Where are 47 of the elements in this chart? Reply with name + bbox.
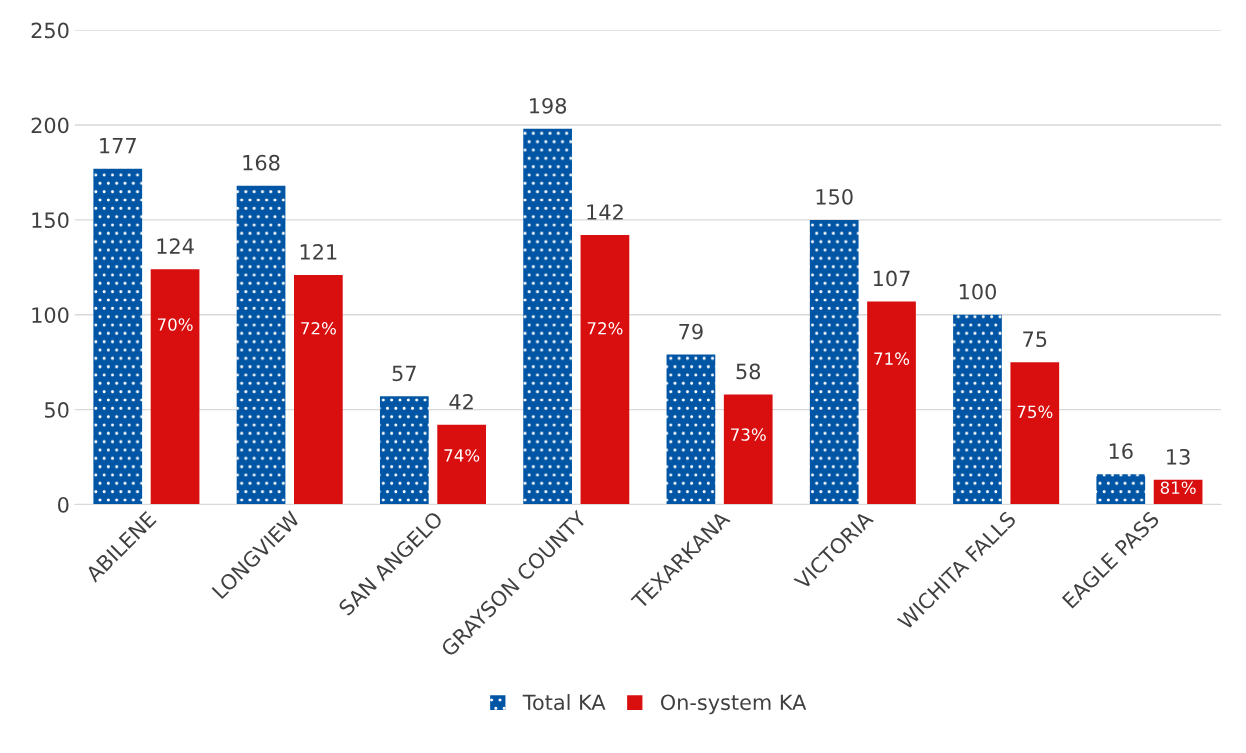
data-label: 121 xyxy=(300,244,337,260)
bar xyxy=(379,396,429,505)
y-tick-label: 0 xyxy=(58,496,69,513)
bar xyxy=(723,394,773,505)
data-label: 58 xyxy=(736,363,761,380)
bar xyxy=(809,219,859,505)
legend-label: Total KA xyxy=(522,694,606,711)
data-label: 198 xyxy=(530,97,567,114)
data-label: 79 xyxy=(679,323,703,340)
bar xyxy=(236,185,286,505)
bar xyxy=(1096,474,1146,505)
y-tick-label: 250 xyxy=(31,22,69,39)
annotation: 72% xyxy=(301,322,336,335)
data-label: 177 xyxy=(100,138,136,154)
annotation: 70% xyxy=(157,318,193,331)
bar xyxy=(580,235,630,505)
bar xyxy=(437,424,486,505)
annotation: 81% xyxy=(1160,481,1196,494)
y-tick-label: 100 xyxy=(32,307,69,323)
data-label: 168 xyxy=(243,154,280,171)
bar xyxy=(93,168,143,505)
data-label: 75 xyxy=(1023,331,1047,348)
data-label: 13 xyxy=(1167,448,1190,465)
data-label: 100 xyxy=(959,283,996,300)
data-label: 42 xyxy=(449,393,473,410)
data-label: 142 xyxy=(587,204,623,220)
bar xyxy=(666,354,716,505)
legend-label: On-system KA xyxy=(660,694,807,715)
bar xyxy=(523,128,572,505)
y-tick-label: 150 xyxy=(32,212,69,229)
data-label: 107 xyxy=(873,270,910,287)
bar xyxy=(150,269,200,505)
bar xyxy=(293,274,343,505)
bar xyxy=(1010,362,1060,505)
data-label: 124 xyxy=(157,238,194,254)
data-label: 16 xyxy=(1109,443,1133,459)
data-label: 150 xyxy=(816,188,853,205)
annotation: 73% xyxy=(731,428,766,441)
annotation: 72% xyxy=(587,322,623,335)
annotation: 74% xyxy=(444,449,480,462)
annotation: 75% xyxy=(1017,405,1053,419)
bar xyxy=(953,314,1002,505)
y-tick-label: 200 xyxy=(31,117,69,134)
bar xyxy=(867,301,916,505)
annotation: 71% xyxy=(874,352,910,365)
y-tick-label: 50 xyxy=(45,402,69,418)
data-label: 57 xyxy=(392,365,416,382)
